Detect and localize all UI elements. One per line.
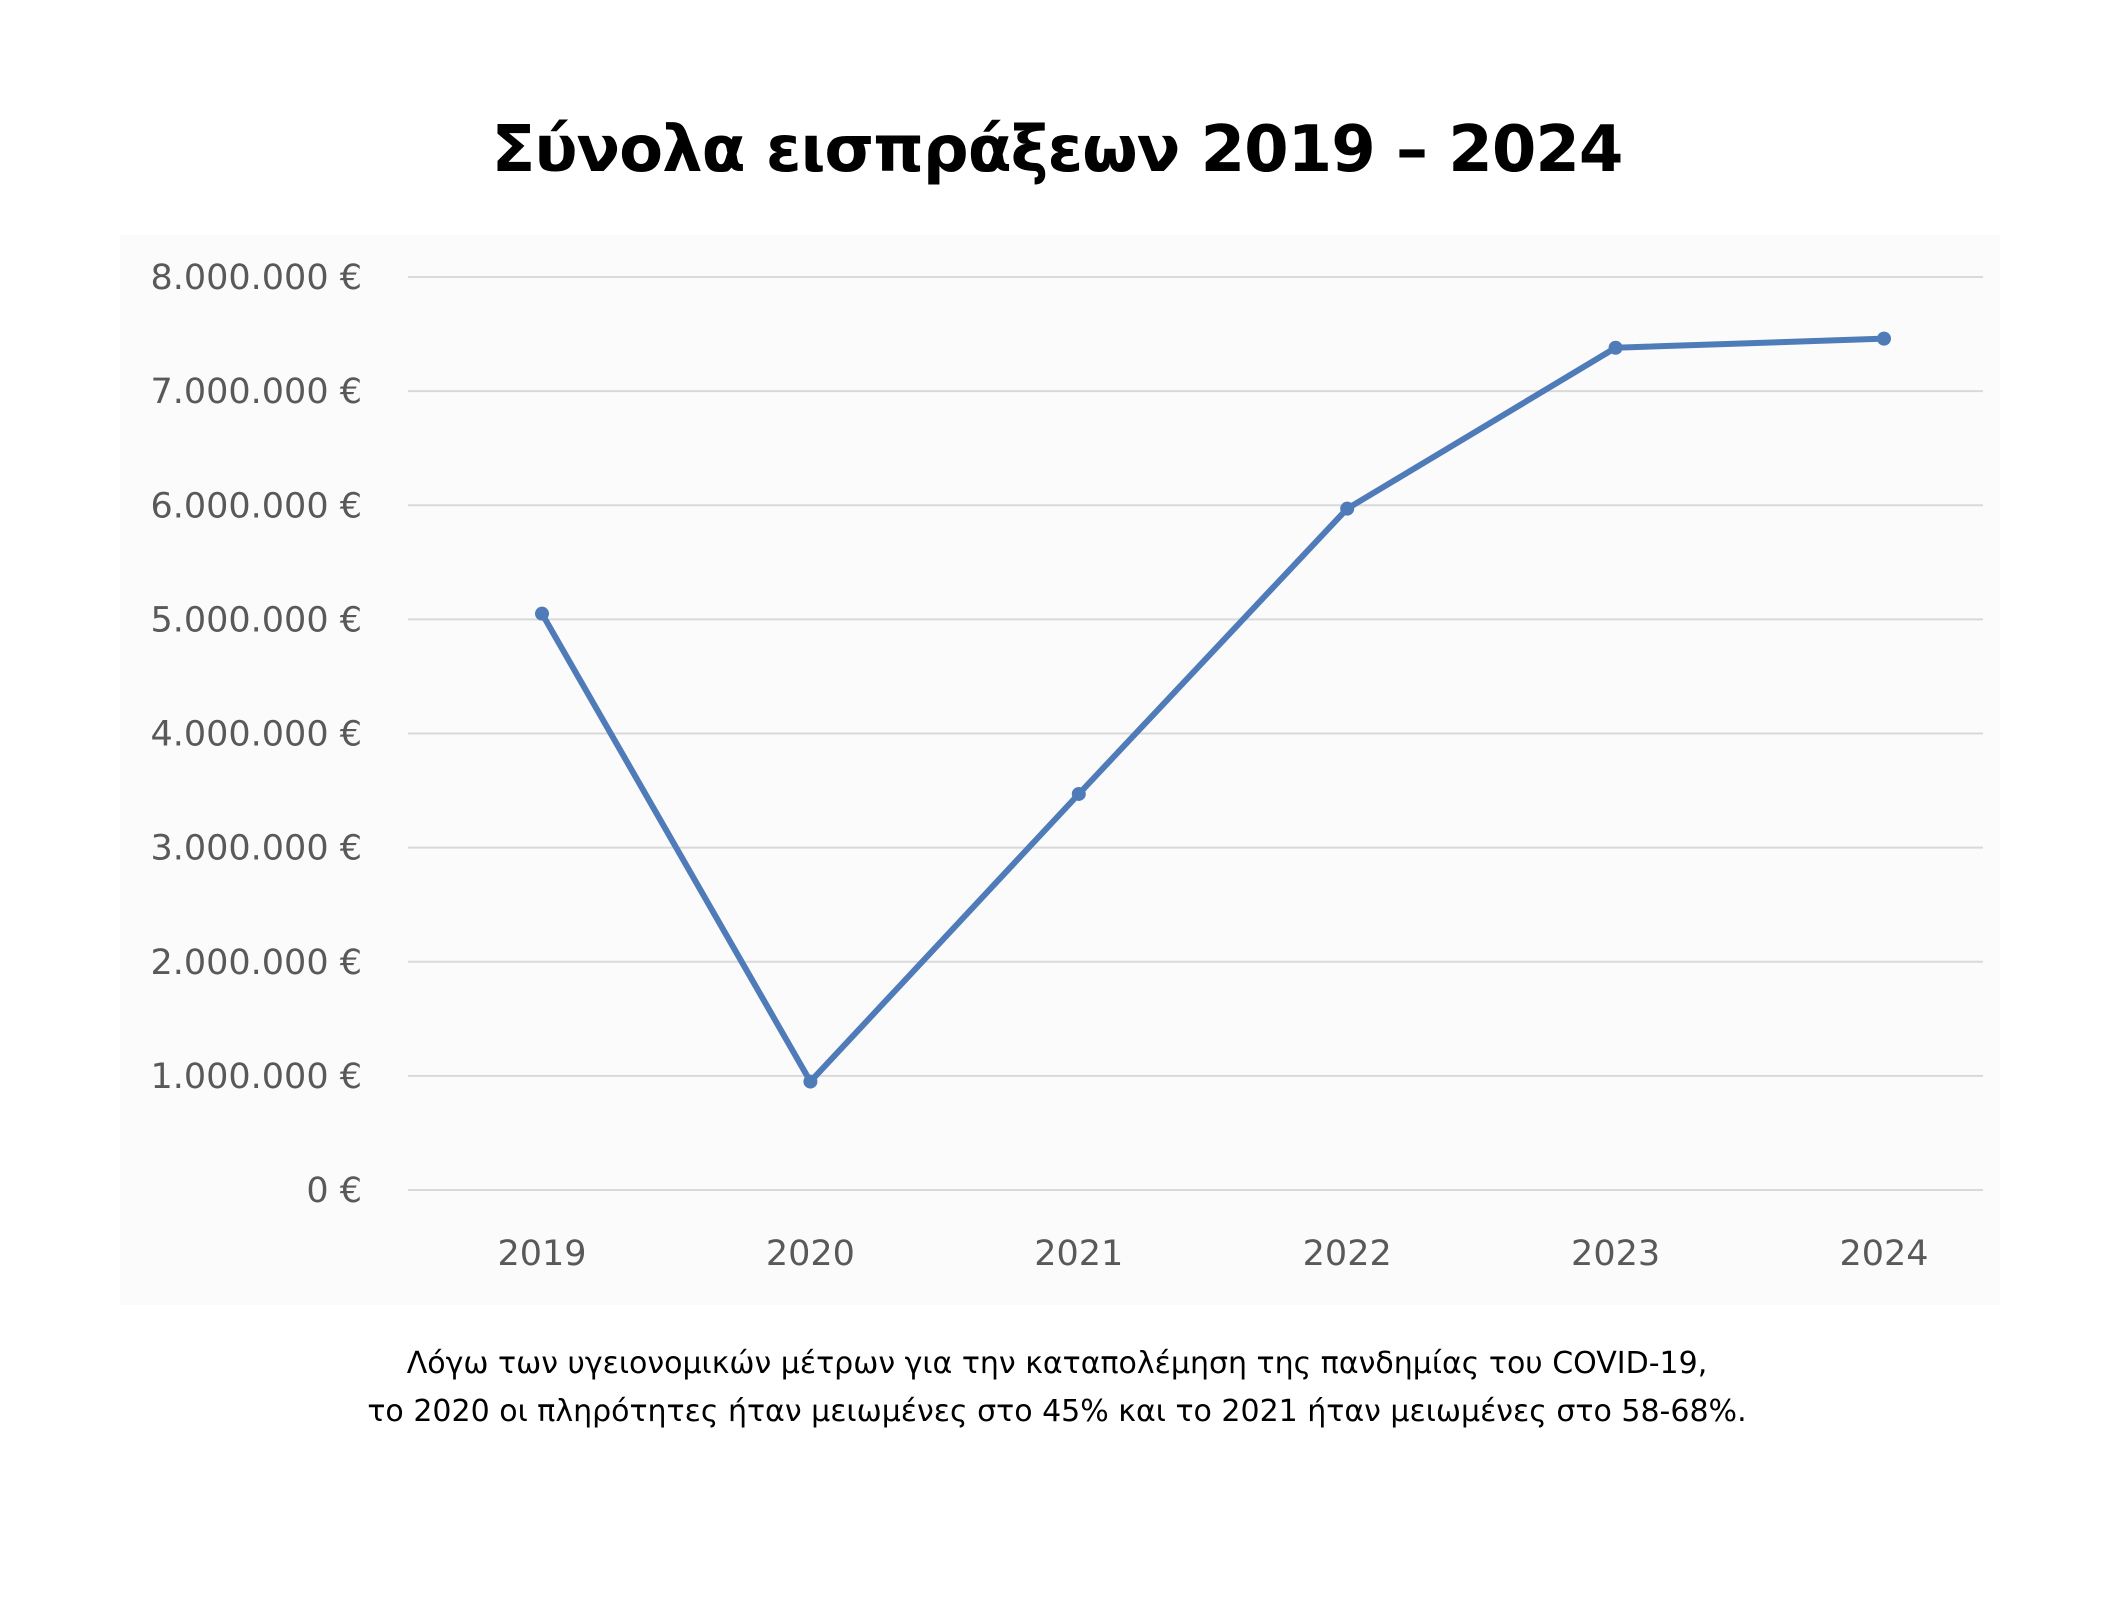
caption-line-2: το 2020 οι πληρότητες ήταν μειωμένες στο… [367,1394,1747,1429]
y-tick-label: 7.000.000 € [150,372,362,412]
data-point [803,1074,818,1089]
x-tick-label: 2019 [497,1234,586,1274]
y-tick-label: 4.000.000 € [150,715,362,755]
chart-caption: Λόγω των υγειονομικών μέτρων για την κατ… [0,1340,2114,1436]
chart-title: Σύνολα εισπράξεων 2019 – 2024 [491,113,1624,187]
x-axis-tick-labels: 2019 2020 2021 2022 2023 2024 [497,1234,1928,1274]
data-point [1071,786,1086,801]
data-point [1340,501,1355,516]
plot-background [120,235,2000,1305]
data-point [1608,340,1623,355]
y-tick-label: 5.000.000 € [150,600,362,640]
y-tick-label: 1.000.000 € [150,1057,362,1097]
y-tick-label: 2.000.000 € [150,943,362,983]
y-tick-label: 0 € [306,1171,362,1211]
x-tick-label: 2023 [1571,1234,1660,1274]
x-tick-label: 2022 [1303,1234,1392,1274]
x-tick-label: 2024 [1839,1234,1928,1274]
data-point [535,606,549,621]
y-tick-label: 8.000.000 € [150,258,362,298]
x-tick-label: 2021 [1034,1234,1123,1274]
y-tick-label: 3.000.000 € [150,829,362,869]
data-series [535,331,1891,1089]
series-line [539,335,1887,1085]
y-tick-label: 6.000.000 € [150,486,362,526]
data-point [1877,331,1891,346]
gridlines [408,276,1983,1191]
y-axis-tick-labels: 0 € 1.000.000 € 2.000.000 € 3.000.000 € 4.00… [150,258,362,1211]
x-tick-label: 2020 [766,1234,855,1274]
caption-line-1: Λόγω των υγειονομικών μέτρων για την κατ… [406,1346,1708,1381]
